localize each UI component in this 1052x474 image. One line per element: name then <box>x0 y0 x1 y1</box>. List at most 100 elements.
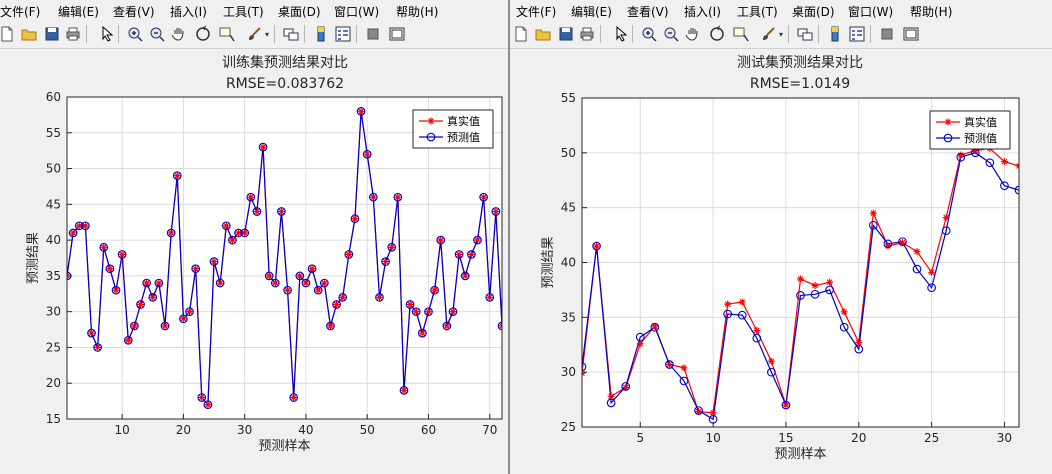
true-point <box>363 150 371 158</box>
true-point <box>247 193 255 201</box>
true-point <box>124 336 132 344</box>
pan-hand-icon[interactable] <box>684 25 702 43</box>
show-plot-tools-icon[interactable] <box>388 25 406 43</box>
colorbar-icon[interactable] <box>312 25 330 43</box>
brush-icon[interactable] <box>246 25 264 43</box>
show-plot-tools-icon[interactable] <box>902 25 920 43</box>
hide-plot-tools-icon[interactable] <box>364 25 382 43</box>
pred-point <box>74 221 84 231</box>
x-axis-label: 预测样本 <box>774 447 826 462</box>
open-folder-icon[interactable] <box>534 25 552 43</box>
link-plot-icon[interactable] <box>282 25 300 43</box>
pred-point <box>491 207 501 216</box>
menu-window[interactable]: 窗口(W) <box>334 5 380 19</box>
true-point <box>811 282 819 290</box>
pred-point <box>460 271 470 281</box>
save-icon[interactable] <box>557 25 575 43</box>
pred-point <box>99 242 109 252</box>
y-tick-label: 35 <box>46 269 61 283</box>
true-point <box>382 258 390 266</box>
menu-insert[interactable]: 插入(I) <box>684 5 721 19</box>
toolbar-separator <box>870 25 871 43</box>
menu-tools[interactable]: 工具(T) <box>223 5 264 19</box>
true-point <box>431 286 439 294</box>
menu-tools[interactable]: 工具(T) <box>737 5 778 19</box>
pan-hand-icon[interactable] <box>170 25 188 43</box>
pointer-icon[interactable] <box>98 25 116 43</box>
x-tick-label: 50 <box>360 423 375 437</box>
rotate-3d-icon[interactable] <box>194 25 212 43</box>
pred-point <box>344 250 354 259</box>
x-tick-label: 60 <box>421 423 436 437</box>
menu-edit[interactable]: 编辑(E) <box>571 5 612 19</box>
true-point <box>277 207 285 215</box>
pred-point <box>635 332 645 342</box>
menu-file[interactable]: 文件(F) <box>0 5 41 19</box>
true-point <box>155 279 163 287</box>
true-point <box>75 222 83 230</box>
true-point <box>424 308 432 316</box>
zoom-out-icon[interactable] <box>148 25 166 43</box>
true-point <box>388 243 396 251</box>
toolbar-separator <box>356 25 357 43</box>
true-point <box>216 279 224 287</box>
pred-point <box>679 376 689 386</box>
menu-view[interactable]: 查看(V) <box>627 5 669 19</box>
pred-point <box>723 309 733 319</box>
true-point <box>106 265 114 273</box>
menu-help[interactable]: 帮助(H) <box>910 5 953 19</box>
new-file-icon[interactable] <box>0 25 16 43</box>
data-cursor-icon[interactable] <box>732 25 750 43</box>
menu-help[interactable]: 帮助(H) <box>396 5 439 19</box>
pointer-icon[interactable] <box>612 25 630 43</box>
true-point <box>913 248 921 256</box>
menu-view[interactable]: 查看(V) <box>113 5 155 19</box>
pred-point <box>479 192 488 202</box>
pred-point <box>927 283 936 293</box>
pred-point <box>381 257 390 266</box>
link-plot-icon[interactable] <box>796 25 814 43</box>
axes-frame <box>66 96 503 420</box>
rotate-3d-icon[interactable] <box>708 25 726 43</box>
true-point <box>222 222 230 230</box>
brush-dropdown-arrow-icon[interactable]: ▾ <box>779 30 784 39</box>
true-point <box>333 301 341 309</box>
pred-point <box>81 221 90 231</box>
legend-icon[interactable] <box>848 25 866 43</box>
zoom-out-icon[interactable] <box>662 25 680 43</box>
true-point <box>709 409 717 417</box>
legend-marker-pred <box>426 132 436 142</box>
true-point <box>782 401 790 409</box>
pred-point <box>326 321 335 331</box>
pred-point <box>295 271 305 281</box>
pred-point <box>270 278 280 288</box>
true-point <box>593 242 601 250</box>
pred-point <box>307 264 317 274</box>
true-point <box>412 308 420 316</box>
colorbar-icon[interactable] <box>826 25 844 43</box>
menu-insert[interactable]: 插入(I) <box>170 5 207 19</box>
save-icon[interactable] <box>43 25 61 43</box>
menu-window[interactable]: 窗口(W) <box>848 5 894 19</box>
brush-icon[interactable] <box>760 25 778 43</box>
menu-desktop[interactable]: 桌面(D) <box>792 5 835 19</box>
brush-dropdown-arrow-icon[interactable]: ▾ <box>265 30 270 39</box>
print-icon[interactable] <box>64 25 82 43</box>
zoom-in-icon[interactable] <box>126 25 144 43</box>
figure-toolbar: ▾ <box>510 20 1052 49</box>
x-tick-label: 5 <box>636 431 644 445</box>
true-point <box>259 143 267 151</box>
open-folder-icon[interactable] <box>20 25 38 43</box>
menu-edit[interactable]: 编辑(E) <box>58 5 99 19</box>
data-cursor-icon[interactable] <box>218 25 236 43</box>
toolbar-separator <box>118 25 119 43</box>
zoom-in-icon[interactable] <box>640 25 658 43</box>
print-icon[interactable] <box>578 25 596 43</box>
hide-plot-tools-icon[interactable] <box>878 25 896 43</box>
true-point <box>308 265 316 273</box>
legend-icon[interactable] <box>334 25 352 43</box>
menu-desktop[interactable]: 桌面(D) <box>278 5 321 19</box>
menu-file[interactable]: 文件(F) <box>516 5 557 19</box>
new-file-icon[interactable] <box>512 25 530 43</box>
